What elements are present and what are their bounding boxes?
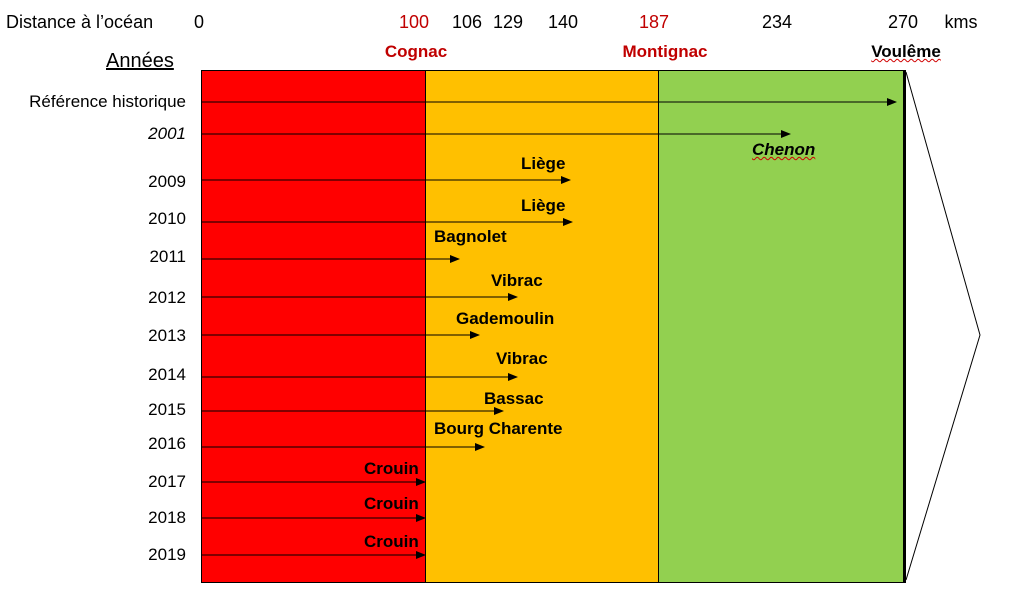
site-label-bagnolet: Bagnolet	[434, 227, 507, 246]
site-label-gademoulin: Gademoulin	[456, 309, 555, 328]
year-label-2009: 2009	[148, 172, 186, 191]
zone-red	[201, 70, 426, 583]
distance-234: 234	[761, 12, 793, 32]
year-label-2013: 2013	[148, 326, 186, 345]
town-montignac: Montignac	[622, 42, 708, 61]
town-vouleme: Voulême	[871, 42, 941, 61]
year-label-2015: 2015	[148, 400, 186, 419]
site-label-vibrac-2014: Vibrac	[496, 349, 548, 368]
site-label-bourg-charente: Bourg Charente	[434, 419, 563, 438]
year-label-2011: 2011	[149, 247, 186, 266]
distance-270: 270	[887, 12, 919, 32]
year-label-2019: 2019	[148, 545, 186, 564]
site-label-bassac: Bassac	[484, 389, 544, 408]
site-label-liege-2010: Liège	[521, 196, 566, 215]
distance-106: 106	[451, 12, 483, 32]
distance-187: 187	[638, 12, 670, 32]
zone-orange	[425, 70, 659, 583]
site-label-vibrac-2012: Vibrac	[491, 271, 543, 290]
distance-label: Distance à l’océan	[6, 12, 154, 32]
town-cognac: Cognac	[384, 42, 448, 61]
distance-129: 129	[492, 12, 524, 32]
year-label-2014: 2014	[148, 365, 186, 384]
year-label-reference: Référence historique	[29, 92, 186, 111]
range-bracket	[905, 71, 981, 581]
year-label-2017: 2017	[148, 472, 186, 491]
distance-140: 140	[547, 12, 579, 32]
distance-100: 100	[398, 12, 430, 32]
vouleme-end-bar	[903, 70, 906, 583]
site-label-liege-2009: Liège	[521, 154, 566, 173]
site-label-crouin-2019: Crouin	[364, 532, 419, 551]
year-label-2012: 2012	[148, 288, 186, 307]
units-label: kms	[944, 12, 978, 32]
site-label-crouin-2017: Crouin	[364, 459, 419, 478]
year-label-2001: 2001	[148, 124, 186, 143]
distance-0: 0	[193, 12, 205, 32]
zone-green	[658, 70, 905, 583]
years-title: Années	[106, 50, 174, 72]
site-label-crouin-2018: Crouin	[364, 494, 419, 513]
year-label-2018: 2018	[148, 508, 186, 527]
year-label-2010: 2010	[148, 209, 186, 228]
site-label-chenon: Chenon	[752, 140, 816, 159]
year-label-2016: 2016	[148, 434, 186, 453]
